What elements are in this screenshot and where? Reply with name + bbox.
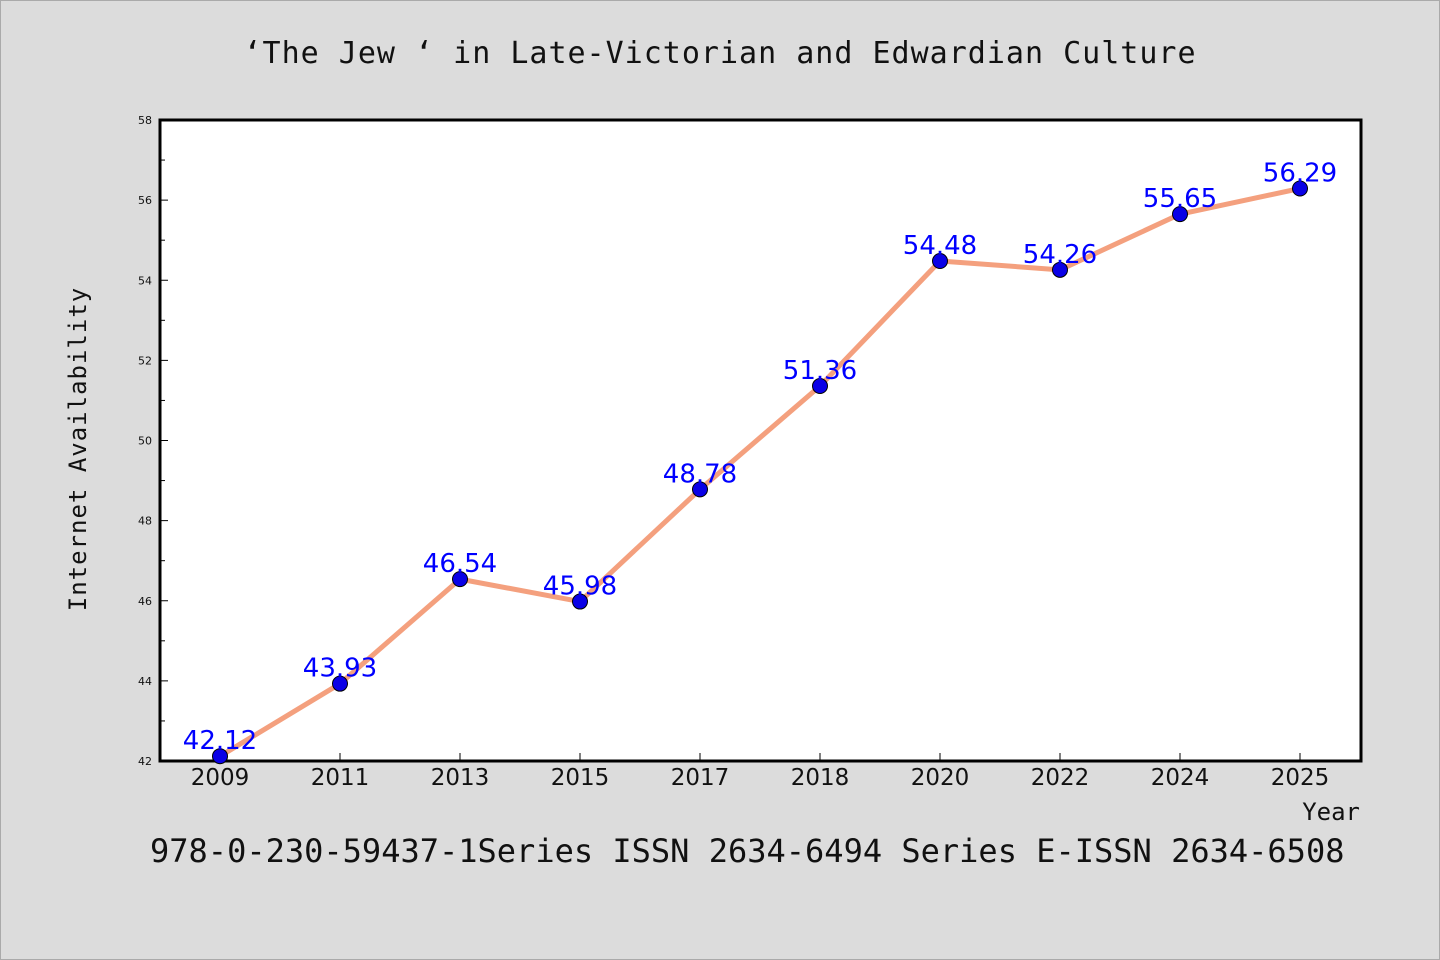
y-tick-label-42: 42 bbox=[138, 755, 152, 768]
series-line bbox=[217, 186, 1303, 759]
x-tick-label-2009: 2009 bbox=[191, 765, 250, 791]
chart-title: ‘The Jew ‘ in Late-Victorian and Edwardi… bbox=[243, 36, 1197, 71]
data-label-2011: 43.93 bbox=[303, 654, 377, 684]
x-tick-label-2011: 2011 bbox=[311, 765, 370, 791]
data-point-2017 bbox=[692, 481, 708, 498]
data-labels: 42.12 43.93 46.54 45.98 48.78 51.36 54.48 54.26… bbox=[183, 159, 1337, 757]
x-tick-label-2015: 2015 bbox=[551, 765, 610, 791]
data-label-2015: 45.98 bbox=[543, 572, 617, 602]
data-point-2015 bbox=[572, 593, 588, 610]
data-point-2009 bbox=[212, 748, 228, 765]
data-label-2020: 54.48 bbox=[903, 231, 977, 261]
y-axis: 42 44 46 48 50 52 54 56 58 bbox=[138, 114, 168, 768]
y-axis-label: Internet Availability bbox=[64, 287, 92, 611]
footer-text: 978-0-230-59437-1Series ISSN 2634-6494 S… bbox=[150, 832, 1345, 870]
x-tick-label-2017: 2017 bbox=[671, 765, 730, 791]
data-point-2018 bbox=[812, 378, 828, 395]
y-tick-label-56: 56 bbox=[138, 194, 152, 207]
x-axis: 2009 2011 2013 2015 2017 2018 2020 2022 2024 2025 bbox=[191, 753, 1330, 791]
data-label-2018: 51.36 bbox=[783, 356, 857, 386]
y-tick-label-46: 46 bbox=[138, 595, 152, 608]
x-tick-label-2013: 2013 bbox=[431, 765, 490, 791]
y-tick-label-52: 52 bbox=[138, 354, 152, 367]
data-label-2024: 55.65 bbox=[1143, 184, 1217, 214]
x-tick-label-2024: 2024 bbox=[1151, 765, 1210, 791]
data-point-2022 bbox=[1052, 261, 1068, 278]
data-label-2013: 46.54 bbox=[423, 549, 497, 579]
data-points bbox=[212, 180, 1308, 765]
x-tick-label-2025: 2025 bbox=[1271, 765, 1330, 791]
data-label-2025: 56.29 bbox=[1263, 159, 1337, 189]
data-point-2020 bbox=[932, 253, 948, 270]
x-tick-label-2020: 2020 bbox=[911, 765, 970, 791]
x-axis-label: Year bbox=[1302, 798, 1360, 826]
y-tick-label-58: 58 bbox=[138, 114, 152, 127]
y-tick-label-50: 50 bbox=[138, 435, 152, 448]
data-point-2011 bbox=[332, 675, 348, 692]
y-tick-label-54: 54 bbox=[138, 274, 152, 287]
y-tick-label-44: 44 bbox=[138, 675, 152, 688]
x-tick-label-2018: 2018 bbox=[791, 765, 850, 791]
data-label-2017: 48.78 bbox=[663, 459, 737, 489]
series-line-group bbox=[217, 186, 1303, 759]
data-label-2022: 54.26 bbox=[1023, 240, 1097, 270]
x-tick-label-2022: 2022 bbox=[1031, 765, 1090, 791]
y-tick-label-48: 48 bbox=[138, 515, 152, 528]
data-label-2009: 42.12 bbox=[183, 726, 257, 756]
data-point-2024 bbox=[1172, 206, 1188, 223]
data-point-2025 bbox=[1292, 180, 1308, 197]
data-point-2013 bbox=[452, 571, 468, 588]
